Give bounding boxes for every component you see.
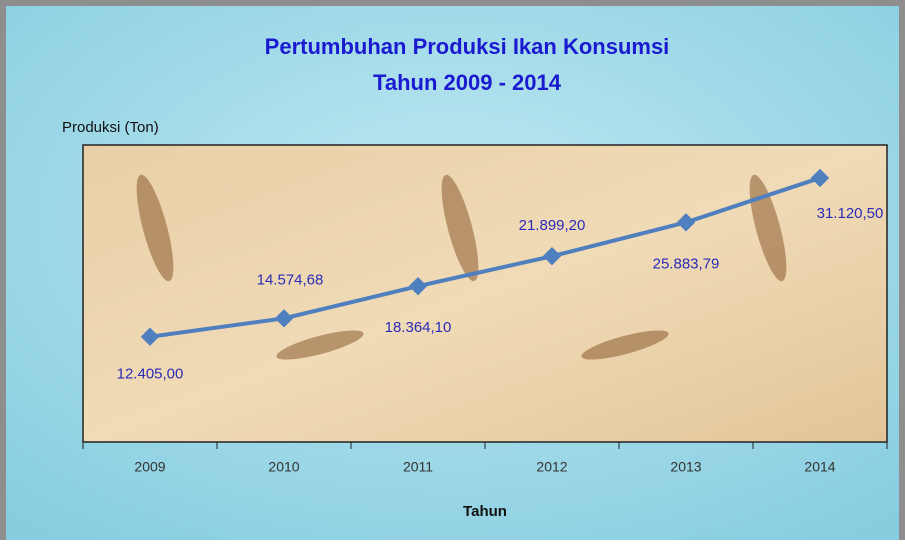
x-tick-label: 2012 <box>536 459 567 475</box>
data-label: 14.574,68 <box>257 271 324 288</box>
data-label: 31.120,50 <box>817 205 884 222</box>
x-tick-label: 2011 <box>403 459 433 475</box>
x-tick-label: 2010 <box>268 459 299 475</box>
x-tick-label: 2009 <box>134 459 165 475</box>
chart: Pertumbuhan Produksi Ikan Konsumsi Tahun… <box>0 0 905 540</box>
data-label: 12.405,00 <box>117 366 184 383</box>
data-label: 25.883,79 <box>653 255 720 272</box>
x-axis-label: Tahun <box>463 503 507 520</box>
data-label: 18.364,10 <box>385 319 452 336</box>
x-tick-label: 2014 <box>804 459 835 475</box>
chart-title: Pertumbuhan Produksi Ikan Konsumsi <box>265 34 670 59</box>
data-label: 21.899,20 <box>519 217 586 234</box>
chart-subtitle: Tahun 2009 - 2014 <box>373 70 562 95</box>
y-axis-label: Produksi (Ton) <box>62 119 159 136</box>
x-tick-label: 2013 <box>670 459 701 475</box>
